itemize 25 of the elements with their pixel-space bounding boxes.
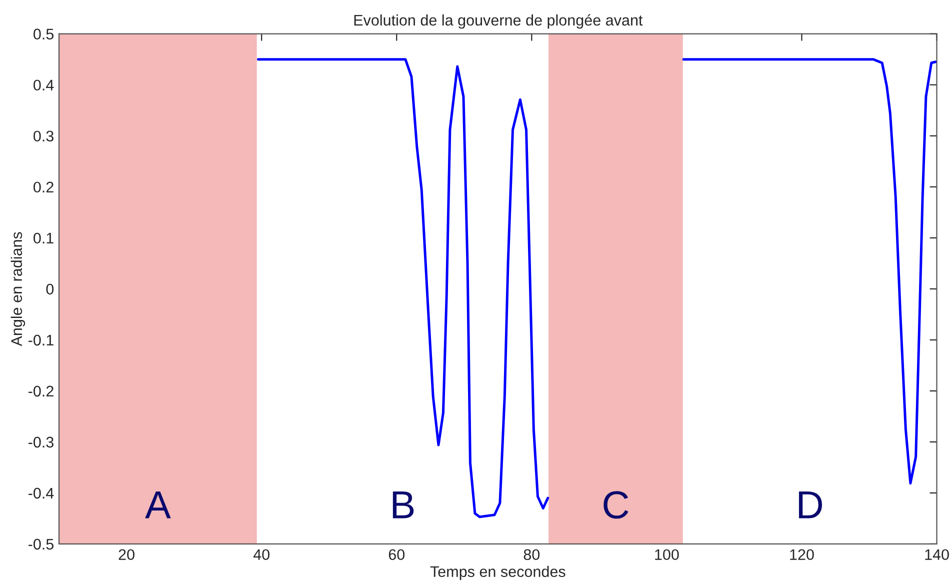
y-axis-title: Angle en radians bbox=[10, 232, 26, 346]
y-tick-label: 0.1 bbox=[34, 232, 54, 244]
x-tick-label: 40 bbox=[253, 549, 270, 560]
x-axis-title: Temps en secondes bbox=[430, 566, 566, 580]
x-tick-label: 140 bbox=[925, 549, 949, 560]
y-tick-label: 0.3 bbox=[34, 130, 54, 142]
chart-title: Evolution de la gouverne de plongée avant bbox=[354, 14, 643, 29]
x-tick-label: 80 bbox=[524, 549, 540, 560]
x-tick-label: 20 bbox=[118, 549, 134, 560]
y-tick-label: 0.2 bbox=[34, 182, 54, 193]
annotation: D bbox=[798, 492, 822, 518]
y-tick-label: -0.4 bbox=[28, 488, 54, 499]
y-tick-label: -0.3 bbox=[28, 436, 54, 448]
x-tick-label: 60 bbox=[388, 549, 405, 560]
annotation: B bbox=[392, 492, 414, 518]
y-tick-label: -0.2 bbox=[28, 386, 54, 397]
annotation: A bbox=[145, 492, 171, 518]
y-tick-label: -0.5 bbox=[28, 538, 54, 550]
x-tick-label: 100 bbox=[655, 549, 679, 560]
y-tick-label: 0.5 bbox=[34, 28, 54, 40]
x-tick-label: 120 bbox=[790, 549, 814, 560]
annotation: C bbox=[604, 491, 628, 519]
y-tick-label: 0 bbox=[46, 284, 54, 295]
y-tick-label: 0.4 bbox=[34, 80, 54, 91]
y-tick-label: -0.1 bbox=[28, 334, 54, 346]
